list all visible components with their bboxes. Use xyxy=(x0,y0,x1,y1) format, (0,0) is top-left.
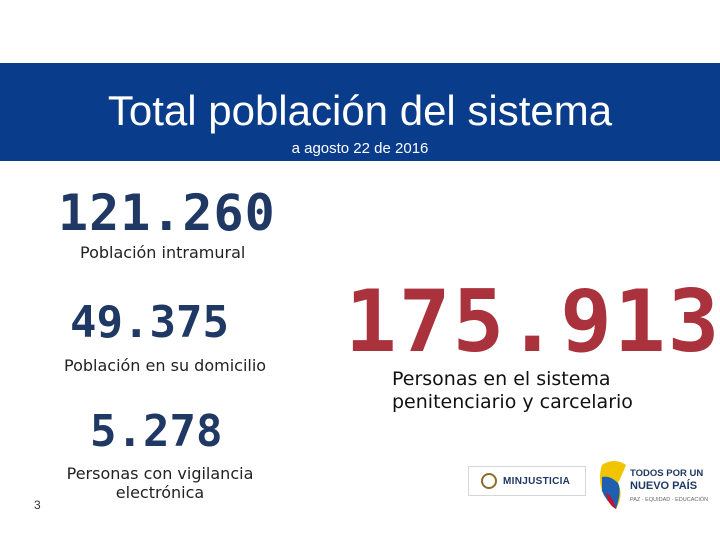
domicilio-value: 49.375 xyxy=(70,297,229,348)
page-number: 3 xyxy=(34,498,41,512)
seal-icon xyxy=(481,473,497,489)
colombia-map-icon xyxy=(600,461,626,509)
total-value: 175.913 xyxy=(345,272,720,372)
total-label: Personas en el sistema penitenciario y c… xyxy=(392,368,633,413)
vigilancia-label: Personas con vigilancia electrónica xyxy=(66,464,254,502)
intramural-value: 121.260 xyxy=(58,184,276,242)
nuevo-pais-logo: TODOS POR UN NUEVO PAÍS PAZ · EQUIDAD · … xyxy=(596,455,709,513)
minjusticia-logo: MINJUSTICIA xyxy=(468,466,586,496)
page-subtitle: a agosto 22 de 2016 xyxy=(291,140,429,157)
nuevo-pais-line2: NUEVO PAÍS xyxy=(630,480,698,492)
domicilio-label: Población en su domicilio xyxy=(64,356,267,375)
vigilancia-value: 5.278 xyxy=(90,406,223,457)
nuevo-pais-line1: TODOS POR UN xyxy=(630,468,704,479)
nuevo-pais-line3: PAZ · EQUIDAD · EDUCACIÓN xyxy=(630,497,709,503)
minjusticia-logo-text: MINJUSTICIA xyxy=(503,475,571,487)
intramural-label: Población intramural xyxy=(80,243,246,262)
page-title: Total población del sistema xyxy=(107,87,613,134)
title-banner: Total población del sistema a agosto 22 … xyxy=(0,63,720,161)
